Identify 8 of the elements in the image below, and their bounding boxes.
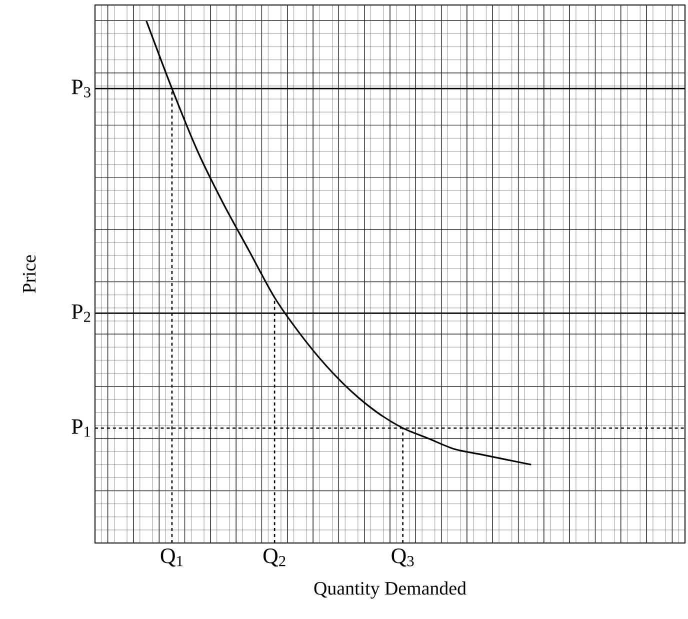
x-axis-title: Quantity Demanded: [314, 581, 466, 599]
x-tick-label: Q$_{2}$: [263, 548, 286, 567]
ref-line-label: P$_{3}$: [72, 80, 90, 98]
ref-line-label: P$_{1}$: [72, 419, 90, 437]
x-tick-label: Q$_{1}$: [160, 548, 183, 567]
y-axis-title: Price: [22, 255, 36, 293]
x-tick-label: Q$_{3}$: [392, 548, 414, 567]
ref-line-label: P$_{2}$: [72, 304, 90, 322]
